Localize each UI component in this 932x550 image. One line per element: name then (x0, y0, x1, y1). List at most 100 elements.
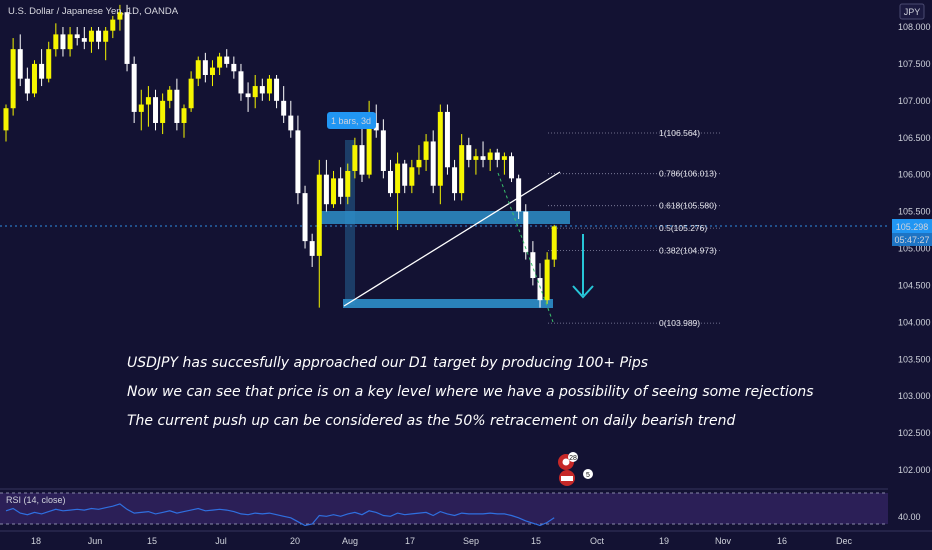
candle-body (60, 34, 66, 50)
price-tick-label: 105.500 (898, 207, 931, 217)
candle-body (323, 174, 329, 205)
fib-level-label: 0.5(105.276) (659, 223, 707, 233)
candle-body (131, 63, 137, 112)
rsi-band (0, 493, 888, 524)
time-tick-label: 18 (31, 536, 41, 546)
candle-body (124, 12, 130, 64)
countdown-value: 05:47:27 (894, 235, 929, 245)
candle-body (380, 130, 386, 171)
candle-body (245, 93, 251, 98)
measure-highlight (345, 140, 355, 305)
time-tick-label: Sep (463, 536, 479, 546)
fib-level-label: 0.786(106.013) (659, 169, 717, 179)
candle-body (145, 97, 151, 105)
annotation-line-3: The current push up can be considered as… (127, 413, 735, 429)
price-tick-label: 104.000 (898, 317, 931, 327)
rsi-label: RSI (14, close) (6, 495, 66, 505)
price-tick-label: 102.500 (898, 428, 931, 438)
candle-body (480, 156, 486, 160)
price-tick-label: 108.000 (898, 22, 931, 32)
candle-body (437, 111, 443, 186)
candle-body (160, 100, 166, 123)
candle-body (309, 241, 315, 256)
candle-body (494, 152, 500, 160)
candle-body (523, 211, 529, 253)
candle-body (416, 159, 422, 168)
fib-level-label: 0(103.989) (659, 318, 700, 328)
reaction-badges[interactable]: 28 5 (558, 452, 593, 486)
candle-body (110, 19, 116, 31)
candle-body (509, 156, 515, 179)
candle-body (31, 63, 37, 94)
candle-body (53, 34, 59, 50)
time-tick-label: Jun (88, 536, 103, 546)
candle-body (88, 30, 94, 42)
candle-body (345, 170, 351, 197)
candle-body (224, 56, 230, 64)
candle-body (551, 226, 557, 260)
candle-body (231, 63, 237, 72)
fib-level-label: 0.618(105.580) (659, 201, 717, 211)
time-tick-label: Nov (715, 536, 732, 546)
candle-body (473, 156, 479, 160)
projection-line (497, 172, 554, 323)
measure-tooltip-text: 1 bars, 3d (331, 116, 371, 126)
time-axis[interactable]: 18 Jun 15 Jul 20 Aug 17 Sep 15 Oct 19 Nov 16 Dec (31, 536, 853, 546)
time-tick-label: 16 (777, 536, 787, 546)
candle-body (281, 100, 287, 116)
candle-body (96, 30, 102, 42)
fib-level-label: 0.382(104.973) (659, 245, 717, 255)
reaction-count-1: 28 (569, 455, 577, 462)
candle-body (544, 259, 550, 301)
price-tick-label: 103.500 (898, 354, 931, 364)
candle-body (373, 122, 379, 131)
support-zone (343, 299, 553, 308)
candle-body (202, 60, 208, 75)
reaction-count-2: 5 (586, 472, 590, 479)
candle-body (209, 67, 215, 75)
currency-button[interactable] (899, 3, 925, 20)
price-tick-label: 106.500 (898, 133, 931, 143)
rsi-line (5, 503, 555, 527)
candle-body (17, 49, 23, 79)
candle-body (81, 38, 87, 42)
candle-body (395, 163, 401, 194)
trendline[interactable] (343, 171, 561, 307)
price-tick-label: 105.000 (898, 244, 931, 254)
candle-body (444, 111, 450, 168)
candle-body (39, 63, 45, 79)
candle-body (487, 152, 493, 160)
price-badge (892, 219, 932, 233)
candle-body (501, 156, 507, 160)
candle-body (195, 60, 201, 79)
annotation-line-1: USDJPY has succesfully approached our D1… (127, 355, 648, 371)
time-tick-label: 20 (290, 536, 300, 546)
resistance-zone (318, 211, 570, 224)
candle-body (387, 170, 393, 194)
candle-body (167, 89, 173, 101)
candle-body (24, 78, 30, 94)
candle-body (331, 178, 337, 205)
candle-body (46, 49, 52, 79)
time-tick-label: 19 (659, 536, 669, 546)
time-tick-label: Dec (836, 536, 853, 546)
candle-body (259, 86, 265, 94)
candle-body (359, 145, 365, 175)
candle-body (423, 141, 429, 160)
candle-body (366, 122, 372, 175)
candle-body (316, 174, 322, 256)
candle-body (452, 167, 458, 194)
candle-body (174, 89, 180, 123)
countdown-badge (892, 233, 932, 246)
candle-body (67, 34, 73, 50)
time-tick-label: 15 (531, 536, 541, 546)
candle-body (466, 145, 472, 160)
candle-body (302, 193, 308, 242)
candle-body (338, 178, 344, 197)
price-tick-label: 107.000 (898, 96, 931, 106)
candle-body (537, 278, 543, 301)
candle-body (402, 163, 408, 186)
price-axis[interactable]: 108.000 107.500 107.000 106.500 106.000 105.5… (898, 22, 931, 475)
